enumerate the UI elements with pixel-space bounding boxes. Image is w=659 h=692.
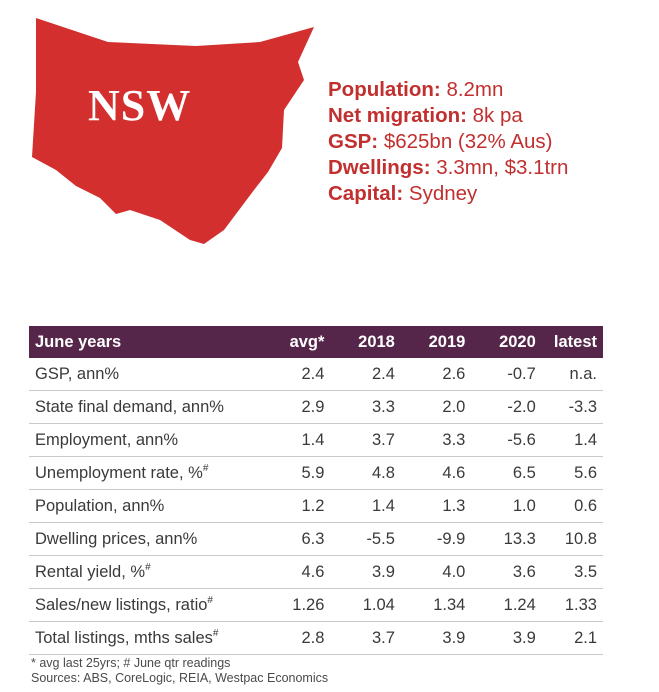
- table-cell: 2.6: [394, 358, 466, 391]
- fact-key: Net migration: [328, 104, 461, 127]
- fact-value: 8.2mn: [446, 78, 504, 101]
- table-row: Dwelling prices, ann% 6.3 -5.5 -9.9 13.3…: [29, 522, 603, 556]
- table-row: Employment, ann% 1.4 3.7 3.3 -5.6 1.4: [29, 423, 603, 457]
- table-cell: 3.3: [394, 423, 466, 457]
- table-cell: 2.4: [269, 358, 325, 391]
- row-label: Total listings, mths sales#: [29, 621, 270, 655]
- table-cell: 4.8: [324, 456, 395, 490]
- table-header-row: June years avg* 2018 2019 2020 latest: [29, 326, 603, 358]
- fact-capital: Capital: Sydney: [328, 182, 478, 205]
- fact-key: GSP: [328, 130, 372, 153]
- table-cell: 5.9: [269, 456, 325, 490]
- table-cell: 1.33: [535, 588, 603, 622]
- table-cell: 1.04: [324, 588, 395, 622]
- table-cell: -0.7: [465, 358, 536, 391]
- table-footnotes: * avg last 25yrs; # June qtr readings So…: [31, 656, 328, 686]
- table-cell: 2.1: [535, 621, 603, 655]
- table-row: Unemployment rate, %# 5.9 4.8 4.6 6.5 5.…: [29, 456, 603, 490]
- table-cell: -9.9: [394, 522, 466, 556]
- nsw-map-shape: [32, 18, 314, 244]
- fact-value: $625bn (32% Aus): [383, 130, 553, 153]
- table-cell: 3.9: [324, 555, 395, 589]
- fact-value: 3.3mn, $3.1trn: [436, 156, 569, 179]
- row-label: State final demand, ann%: [29, 390, 270, 424]
- table-row: Rental yield, %# 4.6 3.9 4.0 3.6 3.5: [29, 555, 603, 589]
- table-cell: 1.34: [394, 588, 466, 622]
- column-header: latest: [535, 326, 603, 358]
- table-cell: 1.4: [269, 423, 325, 457]
- fact-value: Sydney: [408, 182, 478, 205]
- table-cell: -5.5: [324, 522, 395, 556]
- row-label: Dwelling prices, ann%: [29, 522, 270, 556]
- row-label: GSP, ann%: [29, 358, 270, 391]
- table-cell: 1.26: [269, 588, 325, 622]
- table-cell: 1.2: [269, 489, 325, 523]
- row-label: Unemployment rate, %#: [29, 456, 270, 490]
- fact-key: Dwellings: [328, 156, 424, 179]
- table-cell: 2.8: [269, 621, 325, 655]
- table-cell: 6.3: [269, 522, 325, 556]
- fact-dwellings: Dwellings: 3.3mn, $3.1trn: [328, 156, 569, 179]
- key-facts: Population: 8.2mn Net migration: 8k pa G…: [328, 77, 568, 207]
- table-cell: -3.3: [535, 390, 603, 424]
- table-row: State final demand, ann% 2.9 3.3 2.0 -2.…: [29, 390, 603, 424]
- fact-net-migration: Net migration: 8k pa: [328, 104, 523, 127]
- table-cell: 3.5: [535, 555, 603, 589]
- table-cell: 3.9: [394, 621, 466, 655]
- table-row: GSP, ann% 2.4 2.4 2.6 -0.7 n.a.: [29, 358, 603, 391]
- column-header: 2018: [324, 326, 395, 358]
- table-cell: 1.24: [465, 588, 536, 622]
- table-cell: 1.4: [324, 489, 395, 523]
- economic-indicators-table: June years avg* 2018 2019 2020 latest GS…: [29, 326, 603, 655]
- row-label: Employment, ann%: [29, 423, 270, 457]
- table-row: Population, ann% 1.2 1.4 1.3 1.0 0.6: [29, 489, 603, 523]
- table-cell: 0.6: [535, 489, 603, 523]
- row-label: Rental yield, %#: [29, 555, 270, 589]
- table-row: Sales/new listings, ratio# 1.26 1.04 1.3…: [29, 588, 603, 622]
- table-row: Total listings, mths sales# 2.8 3.7 3.9 …: [29, 621, 603, 655]
- table-cell: 3.7: [324, 621, 395, 655]
- row-label: Population, ann%: [29, 489, 270, 523]
- column-header: 2020: [465, 326, 536, 358]
- fact-population: Population: 8.2mn: [328, 78, 504, 101]
- column-header: June years: [29, 326, 270, 358]
- column-header: 2019: [394, 326, 466, 358]
- table-cell: 1.0: [465, 489, 536, 523]
- table-cell: 1.4: [535, 423, 603, 457]
- table-cell: 3.6: [465, 555, 536, 589]
- table-cell: 3.3: [324, 390, 395, 424]
- table-cell: -5.6: [465, 423, 536, 457]
- table-cell: 10.8: [535, 522, 603, 556]
- map-label: NSW: [88, 81, 192, 130]
- table-cell: 4.6: [394, 456, 466, 490]
- table-cell: -2.0: [465, 390, 536, 424]
- table-cell: 4.0: [394, 555, 466, 589]
- table-cell: 13.3: [465, 522, 536, 556]
- table-cell: 2.9: [269, 390, 325, 424]
- row-label: Sales/new listings, ratio#: [29, 588, 270, 622]
- footnote-sources: Sources: ABS, CoreLogic, REIA, Westpac E…: [31, 671, 329, 685]
- table-cell: n.a.: [535, 358, 603, 391]
- table-cell: 4.6: [269, 555, 325, 589]
- fact-value: 8k pa: [472, 104, 523, 127]
- table-cell: 1.3: [394, 489, 466, 523]
- table-cell: 2.4: [324, 358, 395, 391]
- nsw-outline: [32, 18, 314, 244]
- table-cell: 3.9: [465, 621, 536, 655]
- fact-key: Capital: [328, 182, 397, 205]
- table-cell: 2.0: [394, 390, 466, 424]
- fact-key: Population: [328, 78, 434, 101]
- table-cell: 6.5: [465, 456, 536, 490]
- column-header: avg*: [269, 326, 325, 358]
- table-cell: 5.6: [535, 456, 603, 490]
- footnote-averages: * avg last 25yrs; # June qtr readings: [31, 656, 231, 670]
- fact-gsp: GSP: $625bn (32% Aus): [328, 130, 553, 153]
- table-cell: 3.7: [324, 423, 395, 457]
